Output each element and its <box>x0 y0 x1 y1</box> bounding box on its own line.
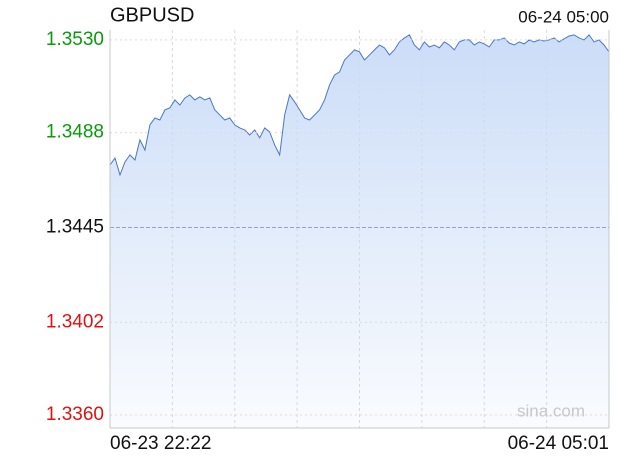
chart-title: GBPUSD <box>110 4 194 26</box>
price-line <box>109 34 610 177</box>
y-tick-label: 1.3530 <box>46 29 104 50</box>
y-tick-label: 1.3360 <box>46 404 104 425</box>
y-tick-label: 1.3402 <box>46 311 104 332</box>
y-tick-label: 1.3488 <box>46 122 104 143</box>
watermark: sina.com <box>517 401 585 420</box>
timestamp: 06-24 05:00 <box>518 7 609 26</box>
x-tick-label: 06-24 05:01 <box>508 433 609 454</box>
y-tick-label: 1.3445 <box>46 216 104 237</box>
area <box>110 34 609 428</box>
x-tick-label: 06-23 22:22 <box>110 433 211 454</box>
